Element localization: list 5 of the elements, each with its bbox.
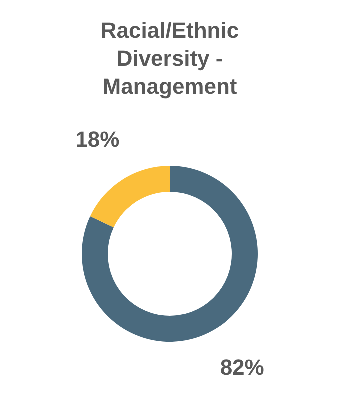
chart-title: Racial/Ethnic Diversity - Management (100, 18, 240, 99)
data-label: 18% (76, 127, 120, 152)
donut-slice (90, 166, 170, 228)
donut-slice (82, 166, 258, 342)
data-label: 82% (220, 354, 264, 380)
